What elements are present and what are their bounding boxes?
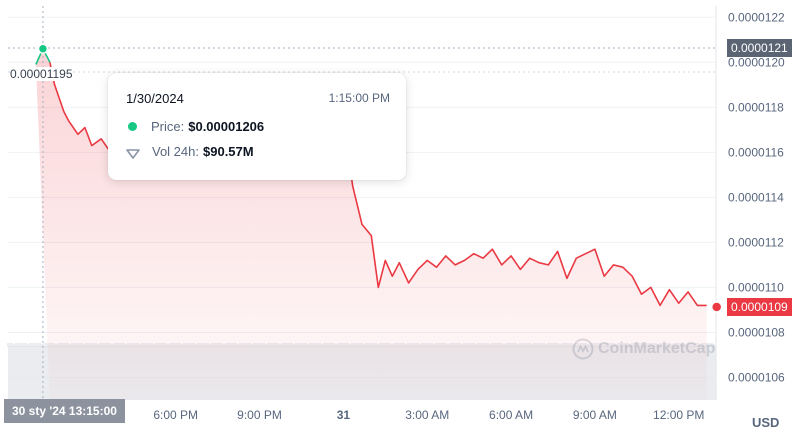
price-area	[35, 48, 707, 401]
tooltip-price-value: $0.00001206	[188, 119, 265, 134]
volume-icon	[126, 147, 140, 159]
price-area-fill	[35, 48, 707, 401]
x-tick-label: 6:00 AM	[489, 408, 533, 422]
y-tick-label: 0.0000110	[728, 280, 784, 294]
tooltip-time: 1:15:00 PM	[328, 91, 390, 105]
x-tick-label: 9:00 PM	[237, 408, 282, 422]
y-axis: 0.0000122 0.0000120 0.0000118 0.0000116 0.00…	[728, 10, 785, 384]
x-tick-label: 9:00 AM	[573, 408, 617, 422]
watermark-text: CoinMarketCap	[598, 340, 716, 357]
y-tick-label: 0.0000118	[728, 100, 784, 114]
cursor-price-tag: 0.0000121	[727, 39, 792, 57]
y-tick-label: 0.0000116	[728, 145, 784, 159]
tooltip-date: 1/30/2024	[126, 91, 184, 106]
chart-tooltip: 1/30/2024 1:15:00 PM Price: $0.00001206 …	[108, 73, 406, 180]
markers	[37, 43, 723, 313]
y-tick-label: 0.0000108	[728, 325, 785, 339]
currency-label: USD	[752, 415, 780, 430]
watermark: CoinMarketCap	[572, 338, 715, 360]
start-price-label: 0.00001195	[10, 67, 73, 81]
x-tick-label: 12:00 PM	[653, 408, 704, 422]
x-tick-label: 31	[337, 408, 351, 422]
last-price-marker	[710, 301, 723, 313]
y-tick-label: 0.0000106	[728, 370, 785, 384]
tooltip-price-row: Price: $0.00001206	[126, 119, 264, 134]
coinmarketcap-logo-icon	[572, 338, 594, 360]
x-axis: 6:00 PM 9:00 PM 31 3:00 AM 6:00 AM 9:00 AM 12:…	[153, 408, 704, 422]
price-dot-icon	[128, 122, 137, 131]
tooltip-volume-row: Vol 24h: $90.57M	[126, 144, 254, 159]
y-tick-label: 0.0000114	[728, 190, 784, 204]
tooltip-volume-value: $90.57M	[203, 144, 254, 159]
x-tick-label: 3:00 AM	[405, 408, 449, 422]
tooltip-volume-label: Vol 24h:	[152, 144, 199, 159]
last-price-tag: 0.0000109	[727, 298, 792, 316]
y-tick-label: 0.0000120	[728, 55, 785, 69]
cursor-point-marker	[37, 43, 49, 55]
y-tick-label: 0.0000112	[728, 235, 784, 249]
cursor-time-tag: 30 sty '24 13:15:00	[4, 399, 125, 423]
y-tick-label: 0.0000122	[728, 10, 785, 24]
x-tick-label: 6:00 PM	[153, 408, 198, 422]
tooltip-price-label: Price:	[151, 119, 185, 134]
